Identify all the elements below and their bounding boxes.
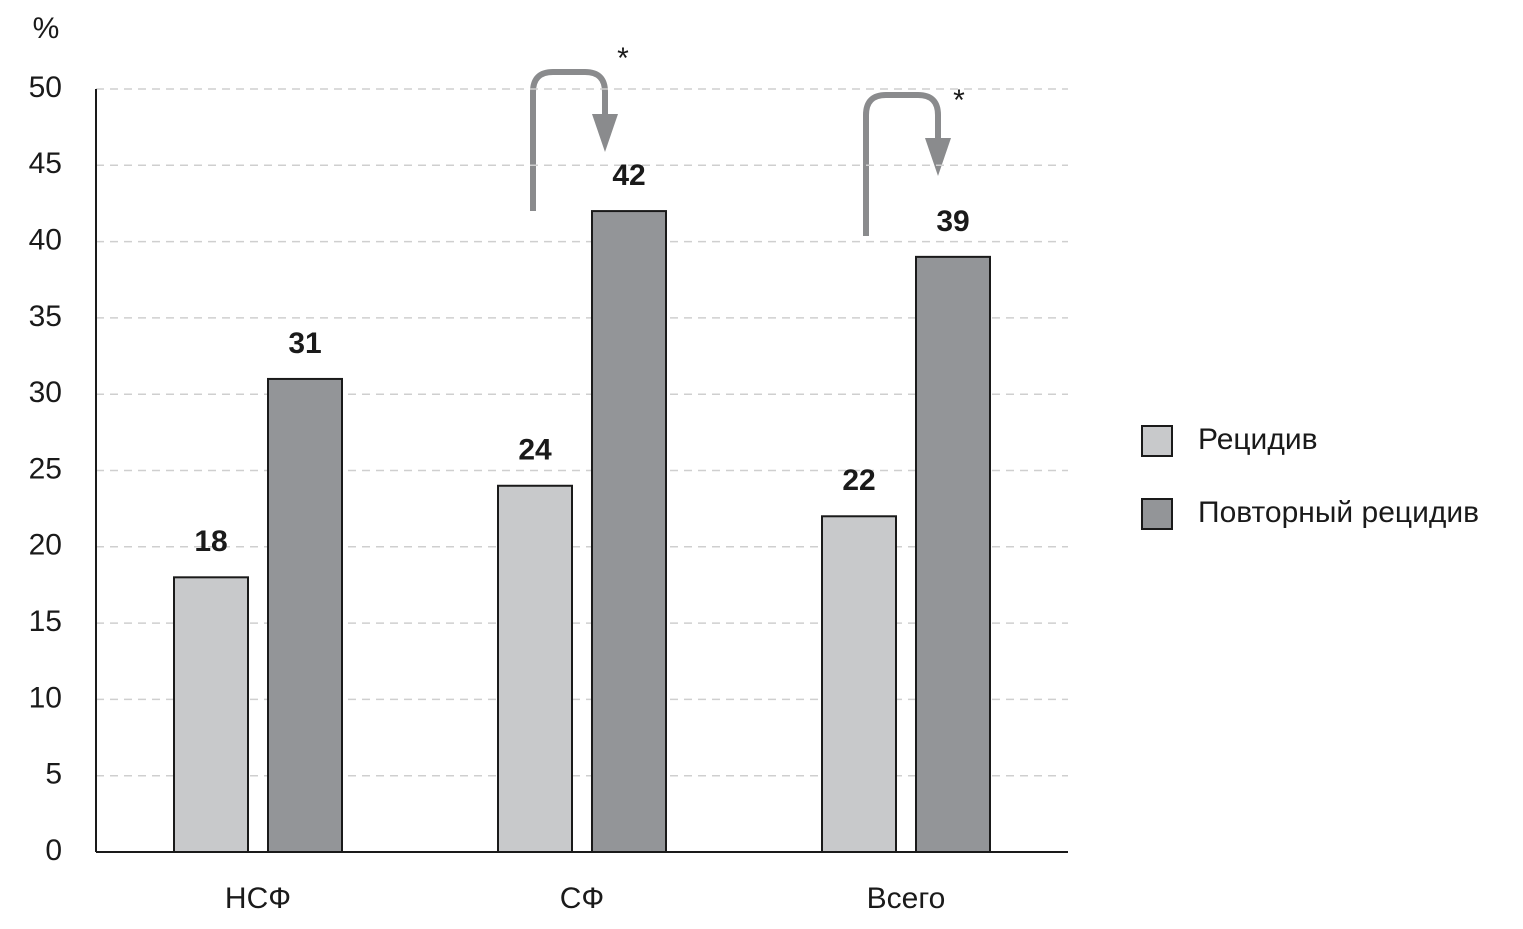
annotation: *	[617, 42, 629, 75]
bar	[591, 210, 667, 853]
value-label: 18	[194, 525, 227, 558]
arrow-head	[925, 138, 951, 176]
bar	[173, 576, 249, 853]
y-tick-label: 20	[29, 529, 62, 562]
arrow-head	[592, 114, 618, 152]
y-tick-label: 45	[29, 147, 62, 180]
annotation: *	[953, 84, 965, 117]
y-axis-label: %	[33, 12, 60, 45]
legend-swatch	[1141, 498, 1173, 530]
value-label: 42	[612, 159, 645, 192]
y-tick-label: 50	[29, 71, 62, 104]
bar	[497, 484, 573, 853]
bar	[821, 515, 897, 854]
legend-label: Повторный рецидив	[1198, 496, 1479, 529]
y-tick-label: 25	[29, 452, 62, 485]
y-tick-label: 5	[45, 758, 62, 791]
arrow	[530, 69, 608, 211]
legend-swatch	[1141, 425, 1173, 457]
value-label: 22	[842, 464, 875, 497]
bar	[267, 377, 343, 853]
value-label: 31	[288, 327, 321, 360]
x-tick-label: СФ	[560, 882, 604, 915]
bar	[915, 255, 991, 853]
significance-arrows	[530, 69, 941, 236]
legend-label: Рецидив	[1198, 423, 1318, 456]
value-label: 39	[936, 205, 969, 238]
value-label: 24	[518, 434, 552, 467]
x-tick-label: НСФ	[225, 882, 291, 915]
arrow-heads	[592, 114, 951, 176]
y-tick-label: 35	[29, 300, 62, 333]
y-tick-label: 10	[29, 681, 62, 714]
y-tick-label: 30	[29, 376, 62, 409]
y-tick-label: 40	[29, 224, 62, 257]
arrow	[863, 92, 941, 236]
y-tick-label: 15	[29, 605, 62, 638]
y-tick-label: 0	[45, 834, 62, 867]
x-tick-label: Всего	[867, 882, 946, 915]
